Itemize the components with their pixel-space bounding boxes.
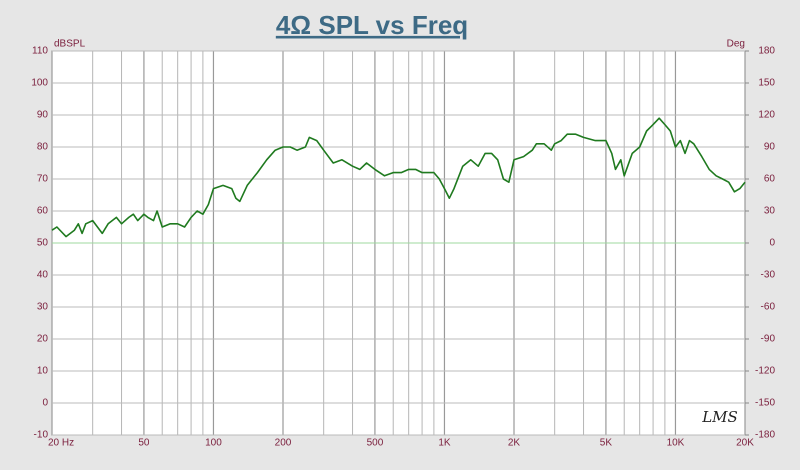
y2-tick-label: 0 [769, 238, 775, 249]
y-tick-label: 110 [32, 46, 48, 57]
y-tick-label: 100 [31, 78, 48, 89]
y-tick-label: 0 [42, 398, 48, 409]
x-tick-label: 10K [667, 438, 685, 449]
y-tick-label: 80 [37, 142, 49, 153]
y2-axis-label: Deg [727, 39, 745, 50]
x-tick-label: 500 [367, 438, 384, 449]
y2-tick-label: 60 [764, 174, 776, 185]
x-tick-label: 1K [438, 438, 451, 449]
y2-tick-label: 120 [758, 110, 775, 121]
y-tick-label: 90 [37, 110, 49, 121]
x-tick-label: 50 [138, 438, 150, 449]
y2-tick-label: -150 [755, 398, 775, 409]
line [51, 117, 746, 238]
x-tick-label: 100 [205, 438, 222, 449]
y2-tick-label: 180 [758, 46, 775, 57]
y-tick-label: 20 [37, 334, 49, 345]
y2-tick-label: 150 [758, 78, 775, 89]
y-tick-label: 60 [37, 206, 49, 217]
y-tick-label: 40 [37, 270, 49, 281]
y-tick-label: -10 [34, 430, 49, 441]
y2-tick-label: 30 [764, 206, 776, 217]
x-tick-label: 20 Hz [48, 438, 74, 449]
y2-tick-label: -120 [755, 366, 775, 377]
y2-tick-label: 90 [764, 142, 776, 153]
y-axis-label: dBSPL [54, 39, 86, 50]
y-tick-label: 70 [37, 174, 49, 185]
x-tick-label: 5K [600, 438, 613, 449]
y-tick-label: 30 [37, 302, 49, 313]
x-tick-label: 2K [508, 438, 521, 449]
watermark: LMS [701, 408, 738, 426]
x-tick-label: 20K [736, 438, 754, 449]
y-tick-label: 50 [37, 238, 49, 249]
y2-tick-label: -60 [761, 302, 776, 313]
y-tick-label: 10 [37, 366, 49, 377]
y2-tick-label: -90 [761, 334, 776, 345]
y2-tick-label: -30 [761, 270, 776, 281]
y2-tick-label: -180 [755, 430, 775, 441]
chart-title: 4Ω SPL vs Freq [276, 10, 468, 40]
x-tick-label: 200 [275, 438, 292, 449]
